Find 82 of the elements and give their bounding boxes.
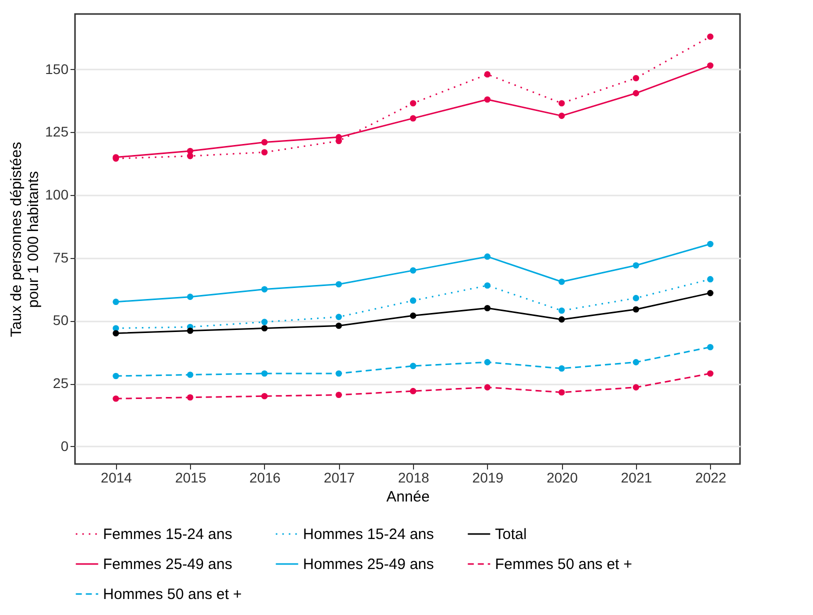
x-tick-label: 2018 [398, 470, 430, 486]
legend-label: Hommes 50 ans et + [103, 586, 242, 603]
point [484, 282, 491, 289]
point [558, 307, 565, 314]
x-axis-title: Année [386, 488, 430, 506]
point [187, 152, 194, 160]
y-tick-label: 75 [52, 249, 69, 266]
point [261, 139, 268, 146]
point [410, 267, 416, 274]
point [187, 294, 194, 300]
x-tick-label: 2022 [695, 470, 727, 486]
y-tick-label: 25 [52, 375, 69, 392]
legend-label: Hommes 25-49 ans [303, 556, 434, 573]
point [410, 362, 416, 370]
legend-label: Hommes 15-24 ans [303, 526, 434, 543]
point [410, 100, 416, 106]
point [558, 365, 565, 372]
y-tick-label: 100 [45, 186, 69, 203]
point [632, 262, 640, 269]
point [261, 370, 268, 377]
point [336, 322, 342, 329]
y-tick-label: 125 [45, 124, 69, 140]
point [707, 276, 714, 282]
point [632, 359, 640, 366]
point [112, 298, 120, 306]
point [484, 96, 491, 103]
point [484, 304, 491, 312]
point [484, 253, 491, 260]
point [261, 325, 268, 332]
point [707, 370, 714, 377]
point [558, 278, 565, 285]
x-tick-label: 2014 [100, 470, 132, 486]
point [187, 372, 194, 378]
point [632, 90, 640, 96]
legend-label: Femmes 25-49 ans [103, 556, 232, 573]
point [187, 394, 194, 401]
point [336, 370, 342, 377]
point [336, 314, 342, 320]
point [707, 290, 714, 296]
point [112, 330, 120, 336]
legend-label: Total [495, 526, 527, 543]
y-tick-label: 150 [45, 60, 69, 77]
point [558, 316, 565, 323]
legend-label: Femmes 50 ans et + [495, 556, 632, 573]
point [632, 74, 640, 82]
legend-label: Femmes 15-24 ans [103, 526, 232, 543]
point [484, 384, 491, 390]
x-tick-label: 2019 [472, 470, 504, 486]
point [484, 359, 491, 366]
point [336, 281, 342, 288]
point [187, 148, 194, 154]
point [410, 297, 416, 304]
x-tick-label: 2020 [546, 470, 578, 486]
point [410, 312, 416, 319]
x-tick-label: 2021 [620, 470, 652, 486]
point [410, 388, 416, 394]
point [410, 115, 416, 122]
point [558, 389, 565, 396]
y-tick-label: 50 [52, 312, 69, 328]
y-axis-title: Taux de personnes dépistées pour 1 000 habitants [8, 142, 42, 338]
point [336, 392, 342, 398]
y-tick-label: 0 [60, 438, 69, 454]
x-tick-label: 2017 [324, 470, 356, 486]
point [112, 372, 120, 380]
point [261, 392, 268, 400]
point [484, 71, 491, 78]
point [632, 294, 640, 302]
point [112, 395, 120, 402]
x-tick-label: 2016 [249, 470, 281, 486]
point [261, 318, 268, 326]
point [261, 286, 268, 292]
point [558, 100, 565, 106]
x-tick-label: 2015 [175, 470, 206, 486]
point [632, 306, 640, 313]
point [707, 33, 714, 40]
point [632, 384, 640, 390]
point [707, 344, 714, 350]
point [707, 62, 714, 69]
point [261, 149, 268, 156]
point [187, 328, 194, 334]
point [707, 240, 714, 248]
point [558, 112, 565, 119]
